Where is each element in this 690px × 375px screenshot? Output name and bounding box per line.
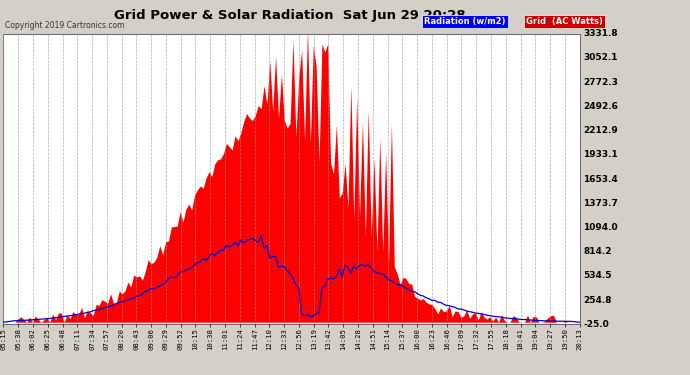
Text: 1373.7: 1373.7 <box>583 199 618 208</box>
Text: 2212.9: 2212.9 <box>583 126 618 135</box>
Text: 254.8: 254.8 <box>583 296 611 304</box>
Text: Copyright 2019 Cartronics.com: Copyright 2019 Cartronics.com <box>5 21 124 30</box>
Text: 2772.3: 2772.3 <box>583 78 618 87</box>
Text: 814.2: 814.2 <box>583 247 611 256</box>
Text: 1933.1: 1933.1 <box>583 150 618 159</box>
Text: -25.0: -25.0 <box>583 320 609 329</box>
Text: Grid  (AC Watts): Grid (AC Watts) <box>526 17 603 26</box>
Text: 534.5: 534.5 <box>583 272 611 280</box>
Text: 2492.6: 2492.6 <box>583 102 618 111</box>
Text: Radiation (w/m2): Radiation (w/m2) <box>424 17 506 26</box>
Text: 3052.1: 3052.1 <box>583 54 618 63</box>
Text: 1653.4: 1653.4 <box>583 175 618 184</box>
Text: 1094.0: 1094.0 <box>583 223 618 232</box>
Text: Grid Power & Solar Radiation  Sat Jun 29 20:28: Grid Power & Solar Radiation Sat Jun 29 … <box>114 9 466 22</box>
Text: 3331.8: 3331.8 <box>583 29 618 38</box>
